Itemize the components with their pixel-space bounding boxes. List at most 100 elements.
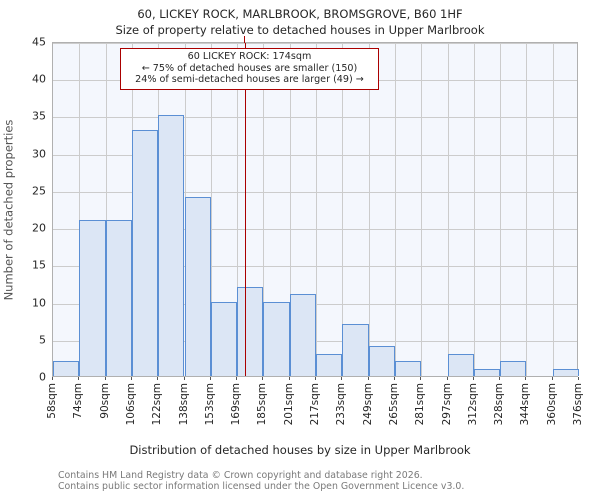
histogram-bar	[368, 346, 395, 376]
y-tick-label: 35	[32, 109, 46, 123]
x-tick-mark	[393, 377, 395, 380]
x-tick-label: 185sqm	[255, 381, 269, 441]
histogram-bar	[316, 353, 343, 376]
gridline-x-13	[395, 43, 396, 376]
gridline-x-14	[421, 43, 422, 376]
gridline-x-18	[526, 43, 527, 376]
gridline-y-25	[53, 191, 577, 193]
x-tick-mark	[578, 377, 579, 380]
annotation-line-1: 60 LICKEY ROCK: 174sqm	[187, 51, 312, 62]
gridline-x-9	[290, 43, 291, 376]
x-tick-label-text: 360sqm	[545, 383, 558, 426]
property-marker-line-extension	[243, 36, 246, 43]
chart-title-block: 60, LICKEY ROCK, MARLBROOK, BROMSGROVE, …	[0, 6, 600, 38]
gridline-x-6	[211, 43, 212, 376]
x-tick-label-text: 138sqm	[177, 383, 190, 426]
x-tick-label-text: 90sqm	[98, 383, 111, 419]
gridline-x-15	[448, 43, 449, 376]
x-tick-label: 249sqm	[361, 381, 375, 441]
gridline-x-17	[500, 43, 501, 376]
chart-subtitle: Size of property relative to detached ho…	[115, 23, 485, 37]
annotation-line-3: 24% of semi-detached houses are larger (…	[135, 74, 364, 85]
x-tick-label: 312sqm	[466, 381, 480, 441]
x-tick-mark	[236, 377, 238, 380]
annotation-line-2: ← 75% of detached houses are smaller (15…	[141, 62, 358, 74]
x-tick-mark	[157, 377, 159, 380]
x-tick-label: 233sqm	[334, 381, 348, 441]
x-tick-mark	[262, 377, 264, 380]
gridline-x-16	[474, 43, 475, 376]
x-tick-label-text: 344sqm	[519, 383, 532, 426]
x-tick-label-text: 376sqm	[572, 383, 584, 426]
x-tick-label: 265sqm	[387, 381, 401, 441]
x-tick-mark	[499, 377, 501, 380]
x-tick-label: 297sqm	[440, 381, 454, 441]
x-tick-mark	[472, 377, 474, 380]
x-tick-label-text: 297sqm	[440, 383, 453, 426]
x-tick-label-text: 169sqm	[230, 383, 243, 426]
y-tick-label: 30	[32, 147, 46, 161]
x-tick-label: 344sqm	[518, 381, 532, 441]
gridline-y-15	[53, 266, 577, 268]
x-tick-mark	[130, 377, 132, 380]
histogram-bar	[500, 361, 527, 376]
x-tick-mark	[341, 377, 343, 380]
x-tick-label: 122sqm	[150, 381, 164, 441]
x-tick-mark	[420, 377, 422, 380]
gridline-y-20	[53, 229, 577, 231]
histogram-bar	[289, 294, 316, 376]
histogram-bar	[210, 301, 238, 376]
x-tick-mark	[104, 377, 106, 380]
histogram-bar	[473, 368, 501, 376]
x-tick-label: 217sqm	[308, 381, 322, 441]
gridline-x-1	[79, 43, 80, 376]
gridline-y-30	[53, 154, 577, 156]
gridline-y-35	[53, 117, 577, 119]
x-tick-label: 90sqm	[98, 381, 112, 441]
x-tick-label: 169sqm	[229, 381, 243, 441]
x-tick-label-text: 281sqm	[414, 383, 427, 426]
histogram-bar	[158, 115, 185, 376]
x-tick-label-text: 58sqm	[46, 383, 58, 419]
histogram-bar	[342, 323, 369, 376]
y-tick-label: 40	[32, 72, 46, 86]
x-tick-label: 153sqm	[203, 381, 217, 441]
histogram-bar	[131, 130, 159, 376]
x-tick-mark	[315, 377, 316, 380]
x-tick-label-text: 312sqm	[466, 383, 479, 426]
y-tick-label: 45	[32, 35, 46, 49]
histogram-bar	[184, 197, 211, 376]
histogram-bar	[394, 361, 422, 376]
y-tick-label: 5	[39, 333, 46, 347]
x-tick-label: 328sqm	[492, 381, 506, 441]
x-tick-label-text: 265sqm	[387, 383, 400, 426]
y-tick-label: 15	[32, 258, 46, 272]
y-tick-label: 10	[32, 296, 46, 310]
x-axis-title: Distribution of detached houses by size …	[129, 443, 471, 457]
x-tick-mark	[288, 377, 290, 380]
histogram-bar	[552, 368, 579, 376]
y-tick-label: 20	[32, 221, 46, 235]
x-tick-label: 138sqm	[177, 381, 191, 441]
footer-line-1: Contains HM Land Registry data © Crown c…	[58, 470, 423, 481]
y-tick-label: 0	[39, 370, 46, 384]
x-tick-mark	[525, 377, 527, 380]
x-tick-label: 201sqm	[282, 381, 296, 441]
gridline-x-19	[553, 43, 554, 376]
gridline-x-2	[106, 43, 107, 376]
x-tick-mark	[183, 377, 185, 380]
y-axis-title: Number of detached properties	[0, 0, 16, 420]
x-tick-mark	[446, 377, 448, 380]
gridline-x-7	[237, 43, 238, 376]
x-tick-label-text: 233sqm	[335, 383, 348, 426]
histogram-bar	[79, 219, 106, 376]
x-tick-label-text: 153sqm	[203, 383, 216, 426]
x-tick-label-text: 185sqm	[256, 383, 269, 426]
gridline-x-11	[342, 43, 343, 376]
x-tick-label-text: 74sqm	[72, 383, 85, 419]
x-tick-label: 360sqm	[545, 381, 559, 441]
x-tick-label-text: 106sqm	[124, 383, 137, 426]
x-tick-mark	[52, 377, 53, 380]
x-tick-label: 74sqm	[71, 381, 85, 441]
